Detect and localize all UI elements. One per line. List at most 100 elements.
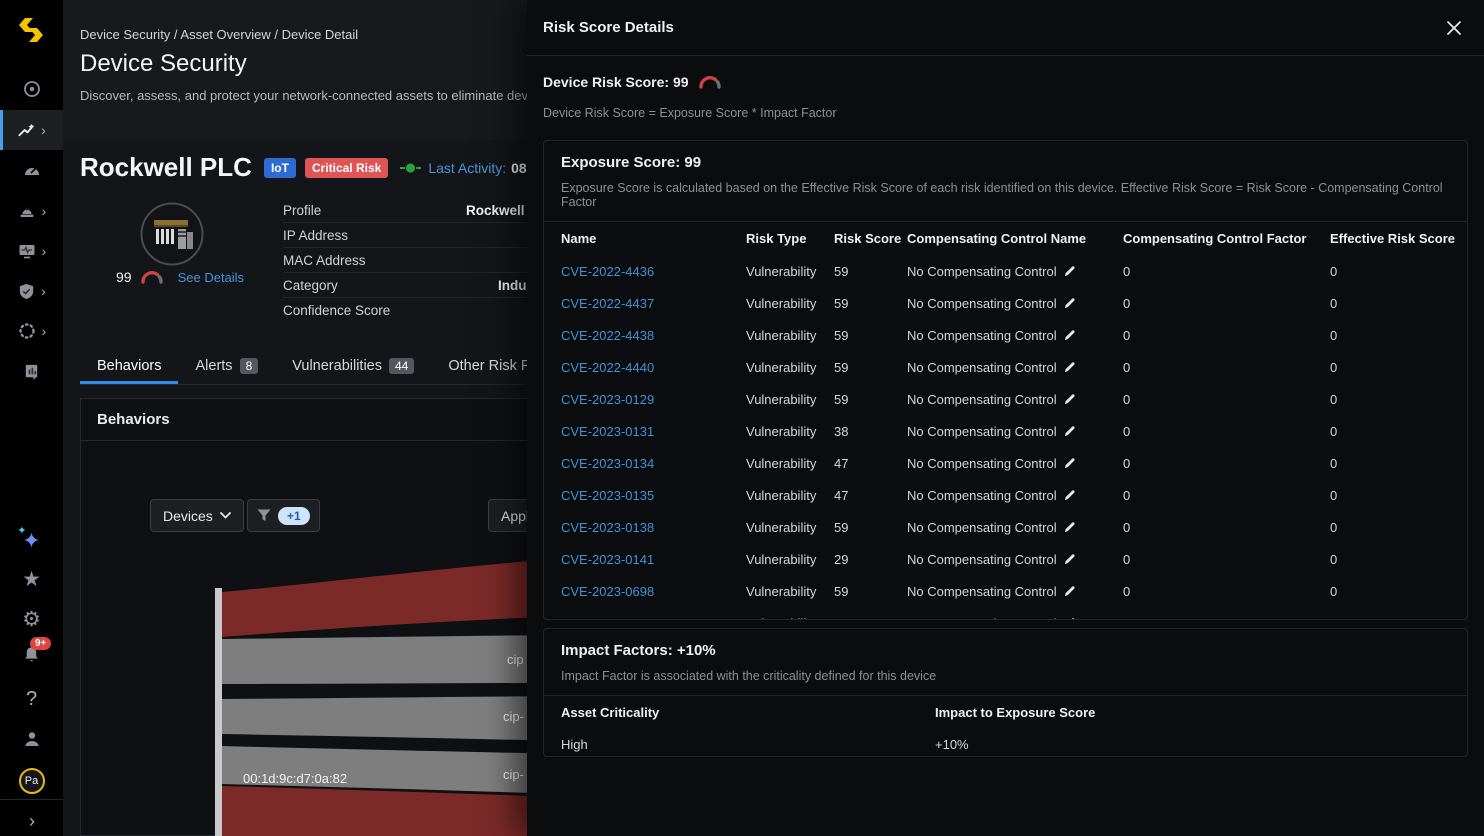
sankey-flow-label: cip- [503,767,524,782]
see-details-link[interactable]: See Details [178,270,244,285]
table-row: CVE-2023-0933Vulnerability59No Compensat… [544,607,1467,620]
dotted-circle-icon [17,321,37,341]
help-icon: ? [26,689,37,709]
table-row: CVE-2023-0131Vulnerability38No Compensat… [544,415,1467,447]
cve-link[interactable]: CVE-2023-0141 [561,552,746,567]
device-risk-score: 99 See Details [116,269,244,285]
sidebar-item-alerts[interactable]: › [0,192,63,230]
exposure-table-body[interactable]: CVE-2022-4436Vulnerability59No Compensat… [544,255,1467,620]
chevron-right-icon: › [41,122,46,138]
filter-count-badge: +1 [278,507,310,525]
risk-score-formula: Device Risk Score = Exposure Score * Imp… [543,106,837,120]
sidebar-item-discover[interactable] [0,70,63,108]
cve-link[interactable]: CVE-2023-0131 [561,424,746,439]
chevron-right-icon: › [42,203,47,219]
sankey-flow-label: cip [507,652,524,667]
star-icon: ★ [22,569,41,590]
sidebar-item-policies[interactable]: › [0,312,63,350]
table-row: CVE-2023-0138Vulnerability59No Compensat… [544,511,1467,543]
cve-link[interactable]: CVE-2023-0138 [561,520,746,535]
chevron-right-icon: › [42,323,47,339]
cve-link[interactable]: CVE-2022-4440 [561,360,746,375]
risk-gauge-icon [140,270,164,284]
panel-header: Risk Score Details [527,0,1484,56]
exposure-description: Exposure Score is calculated based on th… [544,171,1467,209]
sidebar-item-monitoring[interactable]: › [0,232,63,270]
sidebar-item-dashboard[interactable] [0,152,63,190]
sidebar-item-favorites[interactable]: ★ [0,560,63,598]
cve-link[interactable]: CVE-2023-0134 [561,456,746,471]
filter-funnel-icon [257,509,271,522]
report-icon [22,362,41,381]
edit-pencil-icon[interactable] [1064,617,1076,620]
tab-alerts[interactable]: Alerts8 [178,350,275,384]
table-row: CVE-2022-4437Vulnerability59No Compensat… [544,287,1467,319]
risk-score-value: 99 [116,269,132,285]
ai-sparkles-icon: ✦ ✦ [22,530,40,553]
sidebar-item-asset-overview[interactable]: › [0,110,63,150]
sidebar-item-user[interactable] [0,720,63,758]
edit-pencil-icon[interactable] [1064,329,1076,341]
cve-link[interactable]: CVE-2022-4436 [561,264,746,279]
chevron-right-icon: › [29,811,35,832]
avatar: Pa [19,768,45,794]
devices-dropdown[interactable]: Devices [150,499,244,532]
cve-link[interactable]: CVE-2023-0135 [561,488,746,503]
notification-count-badge: 9+ [30,637,51,650]
person-icon [22,729,42,749]
table-row: CVE-2022-4436Vulnerability59No Compensat… [544,255,1467,287]
sankey-flow-label: cip- [503,709,524,724]
shield-check-icon [17,282,36,301]
device-name: Rockwell PLC [80,152,252,183]
gear-icon: ⚙ [22,609,41,630]
alerts-count-badge: 8 [240,358,259,374]
cve-link[interactable]: CVE-2022-4437 [561,296,746,311]
sidebar-item-help[interactable]: ? [0,680,63,718]
cve-link[interactable]: CVE-2023-0698 [561,584,746,599]
impact-value: +10% [935,737,1467,752]
sidebar-item-ai-assistant[interactable]: ✦ ✦ [0,522,63,560]
sidebar-item-settings[interactable]: ⚙ [0,600,63,638]
impact-heading: Impact Factors: +10% [544,629,1467,659]
sidebar: › › › › › ✦ ✦ [0,0,63,836]
brand-logo-icon [15,14,47,51]
impact-description: Impact Factor is associated with the cri… [544,659,1467,683]
edit-pencil-icon[interactable] [1064,553,1076,565]
risk-gauge-icon [698,75,722,89]
chevron-down-icon [220,512,231,519]
edit-pencil-icon[interactable] [1064,265,1076,277]
edit-pencil-icon[interactable] [1064,425,1076,437]
table-row: CVE-2022-4438Vulnerability59No Compensat… [544,319,1467,351]
edit-pencil-icon[interactable] [1064,457,1076,469]
sidebar-divider [0,799,63,800]
edit-pencil-icon[interactable] [1064,297,1076,309]
device-photo [140,202,204,271]
edit-pencil-icon[interactable] [1064,489,1076,501]
breadcrumb[interactable]: Device Security / Asset Overview / Devic… [80,27,358,42]
edit-pencil-icon[interactable] [1064,521,1076,533]
sidebar-item-reports[interactable] [0,352,63,390]
exposure-table-header: NameRisk TypeRisk ScoreCompensating Cont… [544,222,1467,255]
close-icon[interactable] [1446,20,1462,36]
cve-link[interactable]: CVE-2023-0129 [561,392,746,407]
filter-button[interactable]: +1 [247,499,320,532]
edit-pencil-icon[interactable] [1064,361,1076,373]
cve-link[interactable]: CVE-2022-4438 [561,328,746,343]
cve-link[interactable]: CVE-2023-0933 [561,616,746,621]
chevron-right-icon: › [42,243,47,259]
monitor-pulse-icon [17,241,37,261]
sidebar-expand-button[interactable]: › [0,802,63,836]
app-window: › › › › › ✦ ✦ [0,0,1484,836]
vulnerabilities-count-badge: 44 [389,358,414,374]
table-row: High +10% [544,729,1467,757]
edit-pencil-icon[interactable] [1064,585,1076,597]
edit-pencil-icon[interactable] [1064,393,1076,405]
sidebar-item-account[interactable]: Pa [0,762,63,800]
sankey-node-label: 00:1d:9c:d7:0a:82 [243,771,347,786]
tab-behaviors[interactable]: Behaviors [80,350,178,384]
device-type-badge: IoT [264,158,296,178]
tab-vulnerabilities[interactable]: Vulnerabilities44 [275,350,431,384]
sidebar-item-security-posture[interactable]: › [0,272,63,310]
sidebar-item-notifications[interactable]: 9+ [0,638,63,676]
impact-table-header: Asset CriticalityImpact to Exposure Scor… [544,696,1467,729]
